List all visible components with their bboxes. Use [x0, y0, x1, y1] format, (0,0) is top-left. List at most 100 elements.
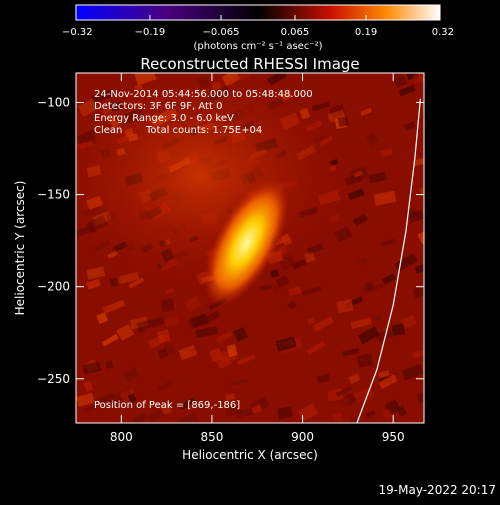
artifact-blotch — [122, 366, 140, 383]
artifact-blotch — [230, 378, 249, 387]
artifact-blotch — [157, 348, 169, 360]
artifact-blotch — [365, 281, 374, 292]
artifact-blotch — [327, 109, 346, 123]
artifact-blotch — [391, 323, 406, 337]
artifact-blotch — [83, 380, 94, 392]
colorbar-tick-label: −0.065 — [203, 27, 240, 38]
artifact-blotch — [259, 284, 273, 292]
artifact-blotch — [352, 213, 368, 227]
artifact-blotch — [332, 412, 344, 423]
artifact-blotch — [360, 107, 372, 116]
artifact-blotch — [226, 344, 238, 358]
artifact-blotch — [375, 328, 394, 343]
y-tick-label: −250 — [37, 372, 70, 386]
artifact-blotch — [335, 385, 353, 398]
artifact-blotch — [116, 324, 135, 341]
artifact-blotch — [357, 326, 380, 345]
artifact-blotch — [307, 318, 315, 325]
artifact-blotch — [275, 336, 297, 352]
artifact-blotch — [93, 392, 115, 407]
artifact-blotch — [412, 73, 424, 84]
x-tick-label: 850 — [200, 430, 223, 444]
artifact-blotch — [366, 132, 379, 146]
energy-annotation: Energy Range: 3.0 - 6.0 keV — [94, 113, 234, 124]
artifact-blotch — [83, 404, 99, 413]
artifact-blotch — [104, 360, 114, 370]
artifact-blotch — [384, 399, 401, 416]
solar-limb — [356, 98, 421, 423]
artifact-blotch — [82, 361, 101, 374]
artifact-blotch — [306, 341, 326, 355]
colorbar-tick-label: −0.32 — [62, 27, 93, 38]
x-tick-label: 900 — [291, 430, 314, 444]
artifact-blotch — [287, 300, 298, 311]
artifact-blotch — [398, 84, 416, 97]
artifact-blotch — [131, 412, 148, 423]
artifact-blotch — [76, 392, 95, 407]
artifact-blotch — [209, 348, 223, 362]
artifact-blotch — [147, 334, 166, 349]
x-axis-ticks: 800 850 900 950 — [110, 73, 405, 444]
artifact-blotch — [358, 257, 368, 266]
artifact-blotch — [336, 299, 354, 314]
artifact-blotch — [412, 285, 424, 299]
colorbar-tick-label: 0.065 — [281, 27, 310, 38]
counts-annotation: Total counts: 1.75E+04 — [145, 125, 262, 136]
artifact-blotch — [346, 392, 356, 405]
clean-annotation: Clean — [94, 125, 122, 136]
y-tick-label: −200 — [37, 280, 70, 294]
artifact-blotch — [400, 314, 417, 330]
y-axis-label: Heliocentric Y (arcsec) — [13, 181, 27, 316]
artifact-blotch — [363, 282, 385, 295]
artifact-blotch — [401, 363, 424, 381]
flare-source — [204, 179, 289, 307]
artifact-blotch — [101, 333, 119, 347]
artifact-blotch — [416, 391, 424, 403]
artifact-blotch — [359, 282, 375, 293]
artifact-blotch — [291, 258, 307, 270]
artifact-blotch — [413, 157, 424, 166]
artifact-blotch — [350, 317, 372, 330]
y-tick-label: −150 — [37, 188, 70, 202]
artifact-blotch — [356, 353, 374, 368]
artifact-blotch — [180, 397, 196, 410]
artifact-blotch — [417, 231, 424, 245]
peak-position-annotation: Position of Peak = [869,-186] — [94, 400, 240, 411]
artifact-blotch — [341, 348, 360, 357]
artifact-blotch — [368, 171, 387, 184]
artifact-blotch — [108, 276, 122, 288]
artifact-blotch — [136, 321, 146, 334]
artifact-blotch — [382, 408, 394, 420]
colorbar-units: (photons cm⁻² s⁻¹ asec⁻²) — [193, 41, 322, 52]
artifact-blotch — [334, 226, 353, 243]
colorbar-frame — [75, 4, 441, 21]
x-tick-label: 800 — [110, 430, 133, 444]
artifact-blotch — [316, 373, 331, 384]
y-tick-label: −100 — [37, 95, 70, 109]
colorbar-tick-label: −0.19 — [135, 27, 166, 38]
artifact-blotch — [347, 188, 365, 201]
artifact-blotch — [236, 354, 256, 366]
y-axis-ticks: −100 −150 −200 −250 — [37, 95, 424, 386]
artifact-blotch — [408, 209, 424, 223]
artifact-blotch — [395, 404, 408, 418]
artifact-blotch — [178, 412, 199, 423]
timestamp: 19-May-2022 20:17 — [379, 483, 496, 497]
artifact-blotch — [161, 335, 171, 342]
artifact-blotch — [393, 75, 408, 88]
artifact-blotch — [287, 286, 302, 297]
artifact-blotch — [272, 284, 283, 293]
artifact-blotch — [403, 121, 416, 131]
artifact-blotch — [275, 275, 290, 288]
artifact-blotch — [178, 344, 198, 361]
artifact-blotch — [353, 170, 363, 178]
image-area — [76, 73, 424, 423]
artifact-blotch — [412, 348, 424, 359]
artifact-blotch — [160, 298, 175, 313]
artifact-blotch — [127, 393, 137, 403]
artifact-blotch — [225, 393, 236, 401]
artifact-blotch — [277, 406, 293, 420]
artifact-blotch — [393, 73, 410, 79]
time-range-annotation: 24-Nov-2014 05:44:56.000 to 05:48:48.000 — [94, 89, 313, 100]
artifact-blotch — [250, 396, 267, 408]
